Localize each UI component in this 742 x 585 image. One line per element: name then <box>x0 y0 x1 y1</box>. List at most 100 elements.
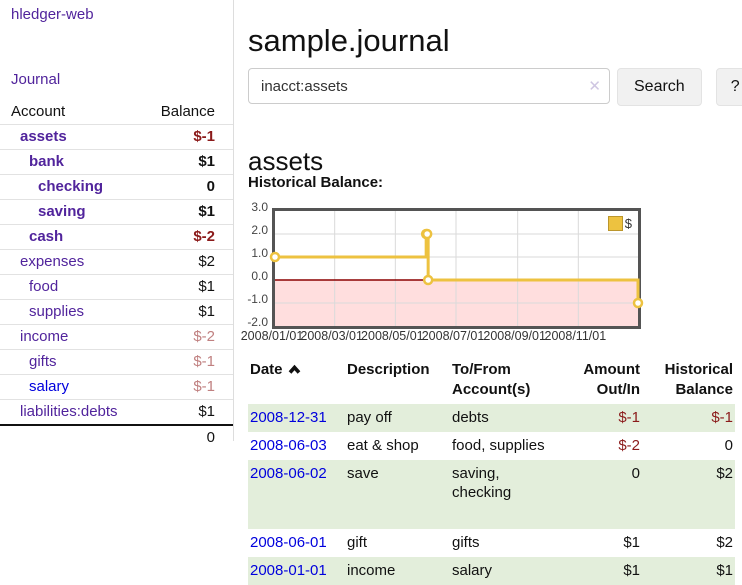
account-row: assets $-1 <box>0 124 233 150</box>
account-row: supplies $1 <box>0 299 233 325</box>
legend-swatch-icon <box>607 216 623 231</box>
account-link-salary[interactable]: salary <box>29 378 70 395</box>
page-title: sample.journal <box>248 22 450 58</box>
account-balance: $-2 <box>144 324 233 350</box>
account-balance: $1 <box>144 274 233 300</box>
account-balance: $1 <box>144 399 233 425</box>
register-header-date[interactable]: Date <box>248 358 345 404</box>
account-balance: $2 <box>144 249 233 275</box>
account-link-bank[interactable]: bank <box>29 153 65 170</box>
transaction-accounts: saving, checking <box>450 460 570 529</box>
account-link-food[interactable]: food <box>29 278 59 295</box>
app-title-link[interactable]: hledger-web <box>11 6 94 23</box>
account-link-expenses[interactable]: expenses <box>20 253 85 270</box>
register-row: 2008-01-01 income salary $1 $1 <box>248 557 735 585</box>
transaction-accounts: salary <box>450 557 570 585</box>
transaction-accounts: gifts <box>452 534 480 551</box>
transaction-description: eat & shop <box>347 437 419 454</box>
account-balance: $1 <box>144 199 233 225</box>
account-balance: $-1 <box>144 349 233 375</box>
account-link-assets[interactable]: assets <box>20 128 67 145</box>
account-row: checking 0 <box>0 174 233 200</box>
transaction-date-link[interactable]: 2008-06-01 <box>250 534 327 551</box>
clear-search-icon[interactable]: ✕ <box>588 78 601 95</box>
chart-series-svg <box>269 211 644 326</box>
search-button[interactable]: Search <box>617 68 702 106</box>
x-axis-tick-label: 2008/09/01 <box>483 329 546 343</box>
account-row: cash $-2 <box>0 224 233 250</box>
historical-balance-chart: $ 3.0 2.0 1.0 0.0 -1.0 -2.0 2008/01/01 2008/03… <box>241 200 708 348</box>
transaction-description: pay off <box>345 404 450 432</box>
account-row: saving $1 <box>0 199 233 225</box>
accounts-header-balance: Balance <box>160 103 215 120</box>
account-row: bank $1 <box>0 149 233 175</box>
account-row: gifts $-1 <box>0 349 233 375</box>
account-link-supplies[interactable]: supplies <box>29 303 85 320</box>
sidebar-item-journal[interactable]: Journal <box>11 71 61 88</box>
x-axis-tick-label: 2008/03/01 <box>300 329 363 343</box>
y-axis-tick-label: 3.0 <box>251 200 268 214</box>
x-axis-tick-label: 2008/07/01 <box>421 329 485 343</box>
sort-ascending-icon <box>288 364 300 374</box>
register-header-balance: Historical Balance <box>664 361 733 398</box>
account-link-liabilities-debts[interactable]: liabilities:debts <box>20 403 118 420</box>
y-axis-tick-label: -1.0 <box>247 292 268 306</box>
account-balance: $1 <box>144 149 233 175</box>
sidebar: hledger-web Journal Account Balance asse… <box>0 0 234 450</box>
register-row: 2008-06-01 gift gifts $1 $2 <box>248 529 735 557</box>
account-balance: $-1 <box>144 124 233 150</box>
transaction-balance: 0 <box>724 437 733 454</box>
y-axis-tick-label: 1.0 <box>251 246 268 260</box>
register-header-description: Description <box>347 361 430 378</box>
x-axis-tick-label: 2008/05/01 <box>361 329 424 343</box>
transaction-accounts: food, supplies <box>452 437 545 454</box>
transaction-amount: $-2 <box>618 437 640 454</box>
transaction-balance: $2 <box>716 534 733 551</box>
transaction-description: save <box>345 460 450 529</box>
chart-plot-area: $ <box>269 208 644 329</box>
transaction-amount: $1 <box>623 534 640 551</box>
transaction-date-link[interactable]: 2008-06-02 <box>250 465 327 482</box>
register-row: 2008-06-03 eat & shop food, supplies $-2… <box>248 432 735 460</box>
accounts-total: 0 <box>144 424 233 450</box>
transaction-balance: $2 <box>642 460 735 529</box>
chart-section-label: Historical Balance: <box>248 174 384 191</box>
help-button[interactable]: ? <box>715 68 742 106</box>
search-input[interactable] <box>248 68 610 104</box>
transaction-date-link[interactable]: 2008-12-31 <box>250 409 327 426</box>
account-heading: assets <box>248 145 324 176</box>
accounts-header-account: Account <box>11 103 66 120</box>
account-link-cash[interactable]: cash <box>29 228 64 245</box>
account-row: salary $-1 <box>0 374 233 400</box>
transaction-amount: 0 <box>570 460 642 529</box>
transaction-amount: $1 <box>570 557 642 585</box>
y-axis-tick-label: -2.0 <box>247 315 268 329</box>
register-table: Date Description To/From Account(s) Amou… <box>248 358 735 585</box>
register-row: 2008-06-02 save saving, checking 0 $2 <box>248 460 735 529</box>
transaction-amount: $-1 <box>570 404 642 432</box>
main-content: sample.journal ✕ Search ? assets Histori… <box>241 0 742 585</box>
legend-label: $ <box>624 216 632 231</box>
account-balance: $-1 <box>144 374 233 400</box>
accounts-total-row: 0 <box>0 424 233 450</box>
account-balance: $1 <box>144 299 233 325</box>
account-link-gifts[interactable]: gifts <box>29 353 57 370</box>
register-header-account: To/From Account(s) <box>452 361 531 398</box>
chart-legend: $ <box>607 216 632 231</box>
register-header-amount: Amount Out/In <box>583 361 640 398</box>
transaction-accounts: debts <box>450 404 570 432</box>
transaction-date-link[interactable]: 2008-06-03 <box>250 437 327 454</box>
y-axis-tick-label: 2.0 <box>251 223 268 237</box>
x-axis-tick-label: 2008/11/01 <box>544 329 607 343</box>
account-link-saving[interactable]: saving <box>38 203 86 220</box>
transaction-description: gift <box>347 534 368 551</box>
account-link-checking[interactable]: checking <box>38 178 104 195</box>
account-balance: 0 <box>144 174 233 200</box>
account-row: liabilities:debts $1 <box>0 399 233 425</box>
register-row: 2008-12-31 pay off debts $-1 $-1 <box>248 404 735 432</box>
transaction-balance: $1 <box>642 557 735 585</box>
account-balance: $-2 <box>144 224 233 250</box>
transaction-date-link[interactable]: 2008-01-01 <box>250 562 327 579</box>
account-link-income[interactable]: income <box>20 328 69 345</box>
account-row: expenses $2 <box>0 249 233 275</box>
